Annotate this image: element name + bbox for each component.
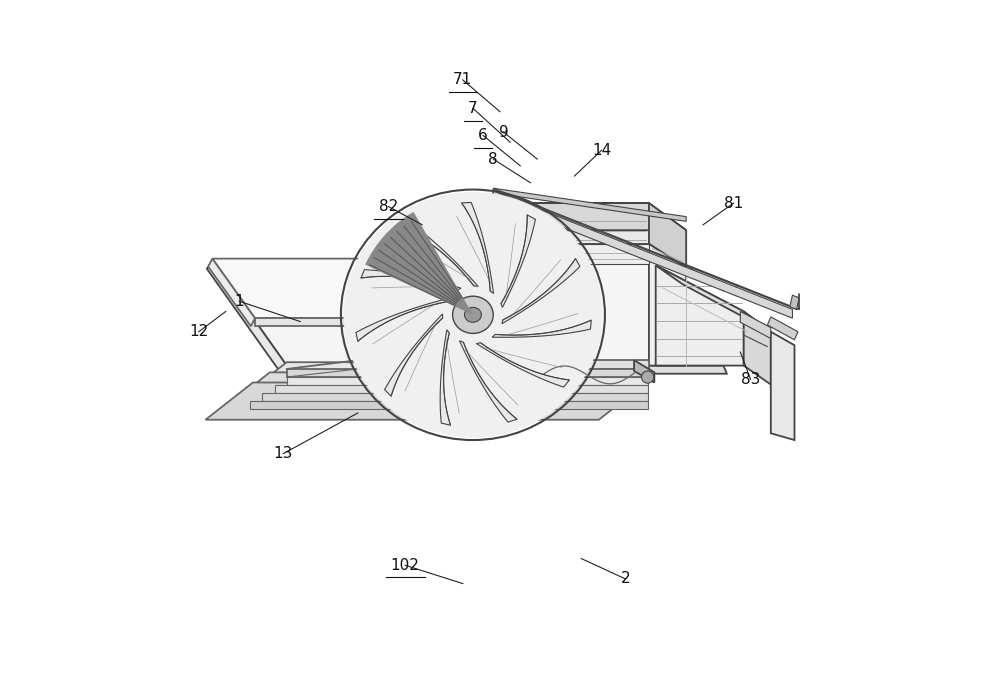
Polygon shape: [239, 362, 649, 399]
Polygon shape: [501, 215, 535, 307]
Text: 9: 9: [499, 125, 508, 139]
Polygon shape: [385, 314, 443, 396]
Circle shape: [641, 371, 654, 383]
Polygon shape: [356, 299, 448, 341]
Polygon shape: [239, 399, 602, 408]
Text: 7: 7: [468, 101, 478, 116]
Text: 8: 8: [488, 152, 498, 167]
Polygon shape: [649, 244, 686, 366]
Text: 83: 83: [741, 372, 760, 387]
Polygon shape: [287, 369, 649, 377]
Polygon shape: [250, 401, 648, 409]
Polygon shape: [476, 343, 569, 387]
Polygon shape: [361, 269, 461, 290]
Text: 1: 1: [235, 294, 244, 309]
Polygon shape: [520, 244, 649, 264]
Text: 82: 82: [379, 199, 398, 214]
Polygon shape: [206, 383, 646, 420]
Polygon shape: [502, 259, 580, 324]
Polygon shape: [656, 265, 744, 366]
Polygon shape: [649, 203, 686, 267]
Polygon shape: [493, 193, 500, 203]
Polygon shape: [440, 330, 450, 425]
Polygon shape: [207, 261, 287, 374]
Polygon shape: [492, 320, 591, 337]
Polygon shape: [459, 341, 517, 422]
Polygon shape: [493, 203, 649, 244]
Polygon shape: [493, 203, 686, 230]
Polygon shape: [212, 259, 546, 318]
Polygon shape: [493, 188, 686, 221]
Polygon shape: [771, 332, 794, 440]
Polygon shape: [287, 377, 648, 385]
Ellipse shape: [344, 192, 602, 437]
Polygon shape: [744, 311, 771, 385]
Text: 102: 102: [391, 558, 420, 573]
Polygon shape: [208, 259, 255, 326]
Polygon shape: [740, 311, 771, 338]
Polygon shape: [634, 360, 654, 383]
Polygon shape: [462, 202, 494, 294]
Polygon shape: [255, 318, 546, 326]
Text: 2: 2: [620, 571, 630, 586]
Text: 13: 13: [274, 446, 293, 461]
Text: 6: 6: [478, 128, 488, 143]
Polygon shape: [358, 360, 649, 369]
Polygon shape: [493, 191, 792, 318]
Polygon shape: [262, 393, 648, 401]
Polygon shape: [212, 261, 723, 366]
Text: 14: 14: [592, 143, 611, 158]
Polygon shape: [222, 372, 648, 410]
Polygon shape: [649, 244, 723, 291]
Ellipse shape: [453, 297, 493, 333]
Polygon shape: [656, 265, 771, 332]
Polygon shape: [275, 385, 648, 393]
Polygon shape: [287, 366, 727, 374]
Polygon shape: [790, 295, 799, 309]
Ellipse shape: [464, 307, 481, 322]
Text: 71: 71: [453, 72, 472, 87]
Polygon shape: [767, 317, 798, 340]
Text: 81: 81: [724, 196, 743, 211]
Polygon shape: [493, 188, 797, 309]
Text: 12: 12: [189, 324, 208, 339]
Polygon shape: [400, 221, 478, 286]
Wedge shape: [365, 212, 473, 315]
